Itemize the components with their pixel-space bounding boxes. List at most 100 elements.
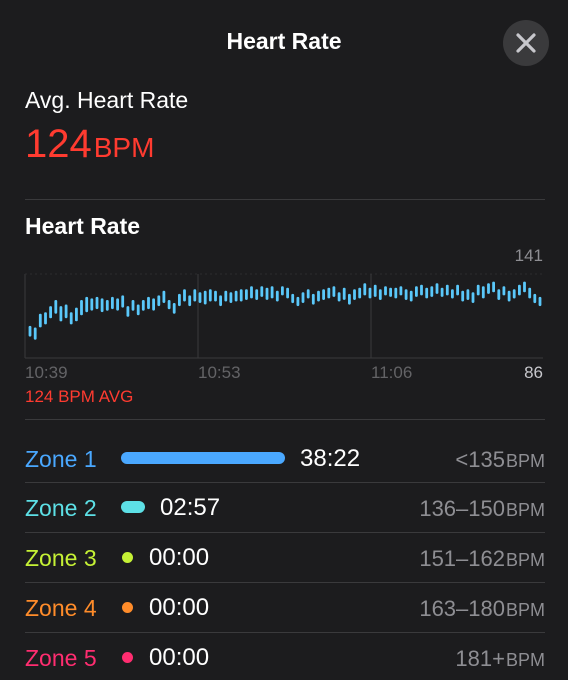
zone-range-value: 136–150 bbox=[419, 496, 505, 521]
heart-rate-bar bbox=[358, 287, 362, 299]
heart-rate-bar bbox=[296, 296, 300, 307]
heart-rate-bar bbox=[214, 290, 217, 302]
heart-rate-bar bbox=[492, 281, 495, 293]
zone-range: 151–162BPM bbox=[419, 546, 545, 572]
heart-rate-bar bbox=[121, 295, 125, 308]
zone-row-2: Zone 2 02:57 136–150BPM bbox=[25, 483, 545, 533]
heart-rate-bar bbox=[471, 292, 475, 303]
zone-row-3: Zone 3 00:00 151–162BPM bbox=[25, 533, 545, 583]
heart-rate-bar bbox=[476, 284, 480, 296]
zone-row-1: Zone 1 38:22 <135BPM bbox=[25, 434, 545, 484]
heart-rate-bar bbox=[54, 300, 58, 314]
heart-rate-bar bbox=[44, 312, 47, 325]
zone-row-4: Zone 4 00:00 163–180BPM bbox=[25, 583, 545, 633]
chart-grid bbox=[24, 273, 543, 359]
heart-rate-bar bbox=[368, 287, 372, 299]
heart-rate-bar bbox=[399, 286, 403, 296]
heart-rate-bar bbox=[28, 325, 32, 337]
heart-rate-bar bbox=[348, 293, 351, 305]
heart-rate-bar bbox=[533, 293, 537, 304]
heart-rate-bar bbox=[394, 287, 398, 299]
heart-rate-bar bbox=[327, 287, 331, 299]
divider bbox=[25, 532, 545, 533]
heart-rate-bar bbox=[136, 304, 140, 316]
heart-rate-bar bbox=[152, 298, 155, 311]
heart-rate-bar bbox=[353, 289, 356, 300]
avg-heart-rate-unit: BPM bbox=[93, 132, 155, 163]
heart-rate-bar bbox=[512, 289, 516, 299]
heart-rate-bar bbox=[342, 287, 346, 300]
x-tick-label: 10:39 bbox=[25, 363, 68, 382]
zone-time: 00:00 bbox=[149, 594, 210, 621]
heart-rate-bar bbox=[497, 289, 501, 300]
heart-rate-bar bbox=[245, 289, 248, 300]
heart-rate-bar bbox=[440, 287, 444, 297]
close-icon bbox=[516, 33, 536, 53]
heart-rate-bar bbox=[265, 287, 269, 300]
heart-rate-bar bbox=[507, 290, 511, 302]
heart-rate-bar bbox=[523, 281, 526, 293]
zone-range-value: 151–162 bbox=[419, 546, 505, 571]
zone-time-bar bbox=[121, 452, 285, 464]
heart-rate-bar bbox=[33, 327, 37, 340]
avg-heart-rate-value: 124BPM bbox=[25, 122, 154, 167]
zone-range-unit: BPM bbox=[505, 500, 545, 520]
zone-range: 136–150BPM bbox=[419, 496, 545, 522]
heart-rate-bar bbox=[208, 289, 212, 302]
zone-range-unit: BPM bbox=[505, 550, 545, 570]
heart-rate-bar bbox=[49, 306, 52, 319]
heart-rate-bar bbox=[116, 298, 119, 311]
heart-rate-bar bbox=[466, 289, 470, 300]
avg-heart-rate-number: 124 bbox=[25, 122, 92, 166]
heart-rate-bar bbox=[404, 289, 408, 300]
divider bbox=[25, 199, 545, 200]
heart-rate-bar bbox=[178, 293, 181, 307]
heart-rate-bar bbox=[425, 287, 429, 299]
zone-name: Zone 5 bbox=[25, 645, 97, 671]
zone-dot bbox=[122, 602, 133, 613]
heart-rate-bar bbox=[167, 300, 171, 310]
zone-range-value: 163–180 bbox=[419, 596, 505, 621]
zone-range-unit: BPM bbox=[505, 600, 545, 620]
heart-rate-bar bbox=[255, 289, 259, 300]
page-title: Heart Rate bbox=[226, 28, 342, 54]
heart-rate-bar bbox=[281, 286, 284, 296]
heart-rate-bar bbox=[183, 289, 186, 302]
header: Heart Rate bbox=[0, 0, 568, 86]
heart-rate-bar bbox=[111, 296, 114, 310]
heart-rate-bar bbox=[275, 290, 279, 302]
heart-rate-bar bbox=[69, 312, 73, 325]
heart-rate-bar bbox=[141, 300, 145, 311]
heart-rate-bar bbox=[157, 295, 161, 307]
heart-rate-bar bbox=[286, 287, 289, 299]
zone-dot bbox=[122, 552, 133, 563]
heart-rate-bar bbox=[301, 292, 305, 303]
zone-row-5: Zone 5 00:00 181+BPM bbox=[25, 633, 545, 680]
close-button[interactable] bbox=[503, 20, 549, 66]
heart-rate-bar bbox=[172, 303, 176, 314]
heart-rate-bar bbox=[461, 290, 465, 302]
heart-rate-bar bbox=[502, 286, 506, 296]
x-tick-label: 10:53 bbox=[198, 363, 241, 382]
divider bbox=[25, 632, 545, 633]
heart-rate-bar bbox=[538, 296, 542, 307]
heart-rate-bar bbox=[430, 286, 434, 297]
divider bbox=[25, 419, 545, 420]
heart-rate-bar bbox=[80, 300, 83, 316]
heart-rate-bar bbox=[162, 290, 166, 303]
heart-rate-bar bbox=[38, 313, 42, 328]
zone-time-bar bbox=[121, 501, 145, 513]
heart-rate-bar bbox=[59, 306, 63, 322]
heart-rate-bar bbox=[126, 306, 130, 317]
heart-rate-bar bbox=[90, 298, 94, 311]
heart-rate-bar bbox=[105, 300, 109, 311]
zone-range: 163–180BPM bbox=[419, 596, 545, 622]
zone-range: <135BPM bbox=[455, 447, 545, 473]
heart-rate-bar bbox=[311, 293, 315, 305]
zone-range-unit: BPM bbox=[505, 650, 545, 670]
heart-rate-bar bbox=[250, 286, 253, 299]
heart-rate-bar bbox=[317, 290, 320, 302]
heart-rate-bar bbox=[260, 286, 264, 297]
heart-rate-bar bbox=[456, 284, 459, 296]
avg-heart-rate-label: Avg. Heart Rate bbox=[25, 87, 189, 113]
